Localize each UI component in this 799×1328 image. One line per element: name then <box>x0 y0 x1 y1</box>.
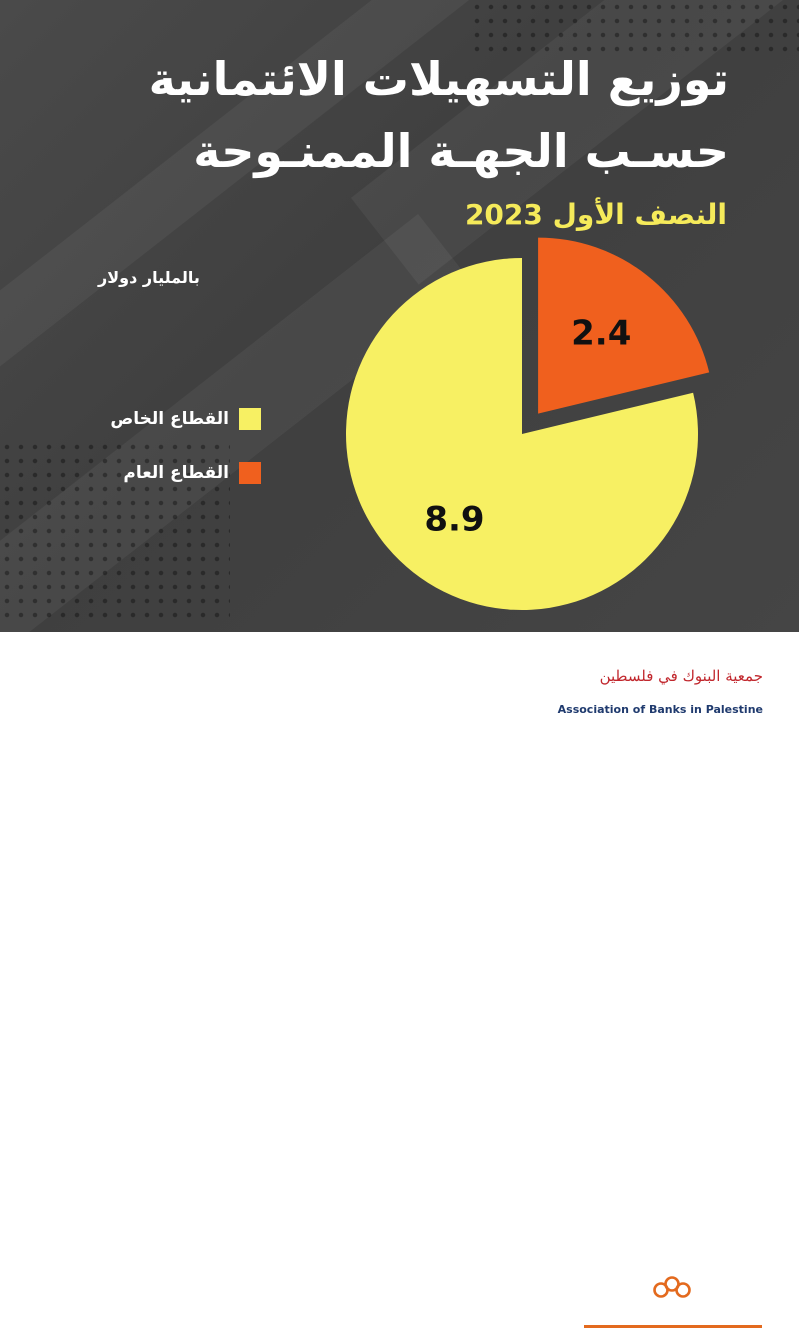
chart-subtitle: النصف الأول 2023 <box>464 198 727 231</box>
data-label-private: 8.9 <box>424 500 484 540</box>
legend-swatch-private <box>239 408 261 430</box>
chart-title-line2: حسـب الجهـة الممنـوحة <box>193 124 729 178</box>
legend-label-private: القطاع الخاص <box>110 409 229 429</box>
unit-label: بالمليار دولار <box>98 268 200 287</box>
pie-chart: 8.9 2.4 <box>346 237 710 611</box>
dot-pattern <box>0 440 230 620</box>
data-label-public: 2.4 <box>571 313 631 353</box>
legend-item-private: القطاع الخاص <box>110 408 261 430</box>
legend-swatch-public <box>239 462 261 484</box>
abp-logo-icon <box>653 1276 691 1298</box>
dot-pattern <box>470 0 799 60</box>
org-name-arabic: جمعية البنوك في فلسطين <box>599 667 763 685</box>
pie-slice-private <box>346 258 699 611</box>
org-name-english: Association of Banks in Palestine <box>557 703 763 716</box>
legend-item-public: القطاع العام <box>123 462 261 484</box>
infographic-card: توزيع التسهيلات الائتمانية حسـب الجهـة ا… <box>0 0 799 632</box>
legend-label-public: القطاع العام <box>123 463 229 483</box>
pie-slice-public <box>538 237 710 414</box>
chart-title-line1: توزيع التسهيلات الائتمانية <box>148 52 729 106</box>
footer <box>0 632 799 1328</box>
